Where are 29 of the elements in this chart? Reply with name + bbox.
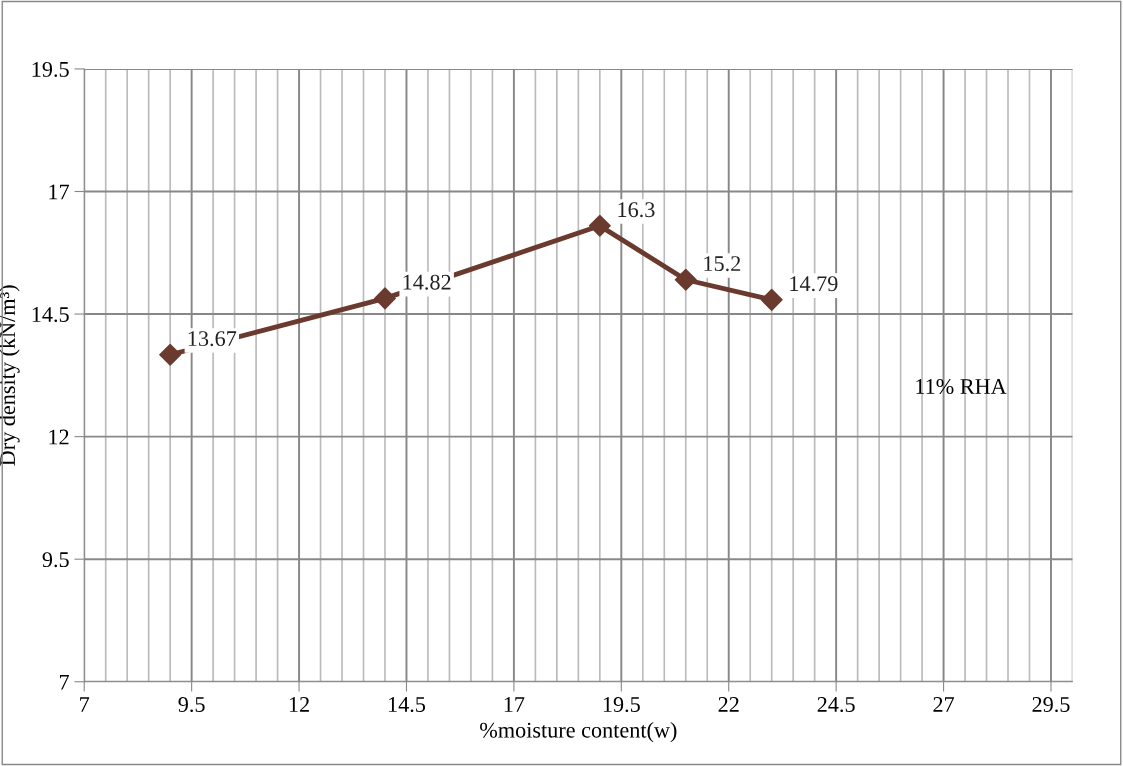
x-tick-label: 29.5 (1032, 697, 1070, 713)
y-tick-label: 12 (49, 429, 69, 445)
point (674, 268, 697, 291)
x-tick-label: 9.5 (178, 697, 205, 713)
point (373, 287, 396, 310)
x-tick-label: 14.5 (388, 697, 426, 713)
annotation: 11% RHA (916, 378, 1007, 395)
y-tick-label: 9.5 (42, 552, 69, 568)
x-axis-title: %moisture content(w) (480, 722, 677, 743)
y-tick-label: 7 (60, 674, 69, 690)
x-tick-label: 24.5 (817, 697, 855, 713)
data-label: 15.2 (704, 256, 741, 272)
data-label: 16.3 (618, 202, 655, 218)
y-axis-title: Dry density (kN/m³) (0, 285, 20, 466)
y-tick-label: 17 (49, 184, 69, 200)
data-label: 14.82 (403, 274, 451, 290)
x-tick-label: 7 (80, 697, 90, 712)
data-label: 14.79 (790, 276, 838, 292)
x-tick-label: 12 (289, 697, 309, 712)
data-label: 13.67 (188, 331, 237, 347)
y-tick-label: 14.5 (32, 307, 69, 323)
x-tick-label: 19.5 (603, 697, 640, 713)
y-tick-label: 19.5 (32, 61, 69, 77)
x-tick-label: 22 (718, 697, 739, 712)
point (159, 343, 182, 366)
x-tick-label: 17 (504, 697, 525, 712)
x-tick-label: 27 (933, 697, 955, 712)
point (760, 288, 783, 311)
point (588, 214, 611, 237)
